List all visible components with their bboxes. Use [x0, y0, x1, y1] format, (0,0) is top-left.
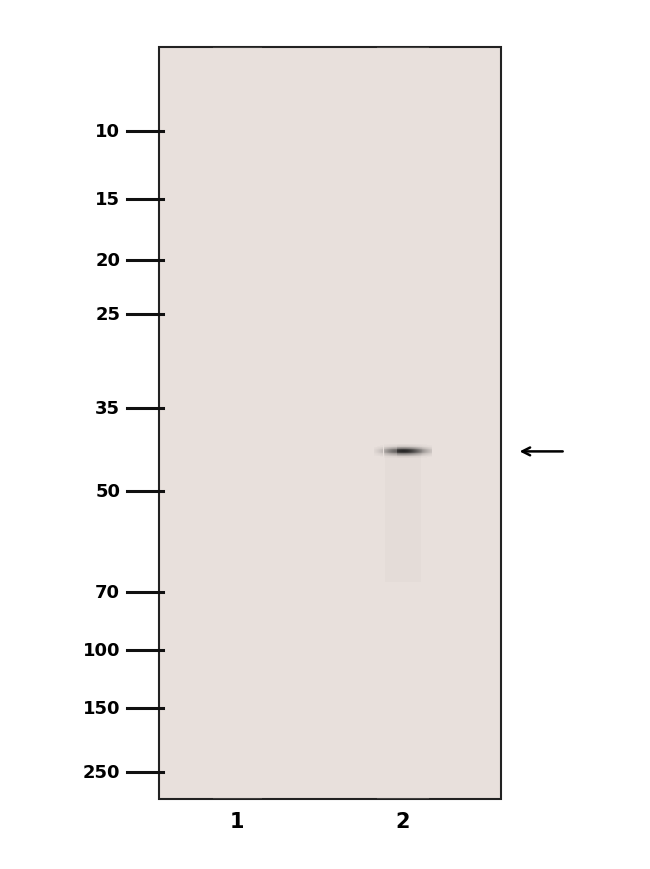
- Text: 20: 20: [96, 252, 120, 269]
- Text: 35: 35: [96, 400, 120, 417]
- Text: 25: 25: [96, 306, 120, 323]
- Text: 1: 1: [230, 812, 244, 831]
- Text: 50: 50: [96, 482, 120, 500]
- Text: 2: 2: [396, 812, 410, 831]
- Text: 70: 70: [96, 584, 120, 601]
- Text: 100: 100: [83, 641, 120, 659]
- Text: 15: 15: [96, 191, 120, 209]
- Bar: [385, 452, 421, 582]
- Text: 150: 150: [83, 700, 120, 717]
- Text: 250: 250: [83, 763, 120, 780]
- Bar: [213, 48, 261, 799]
- Bar: [377, 48, 429, 799]
- Text: 10: 10: [96, 123, 120, 141]
- Bar: [159, 48, 500, 799]
